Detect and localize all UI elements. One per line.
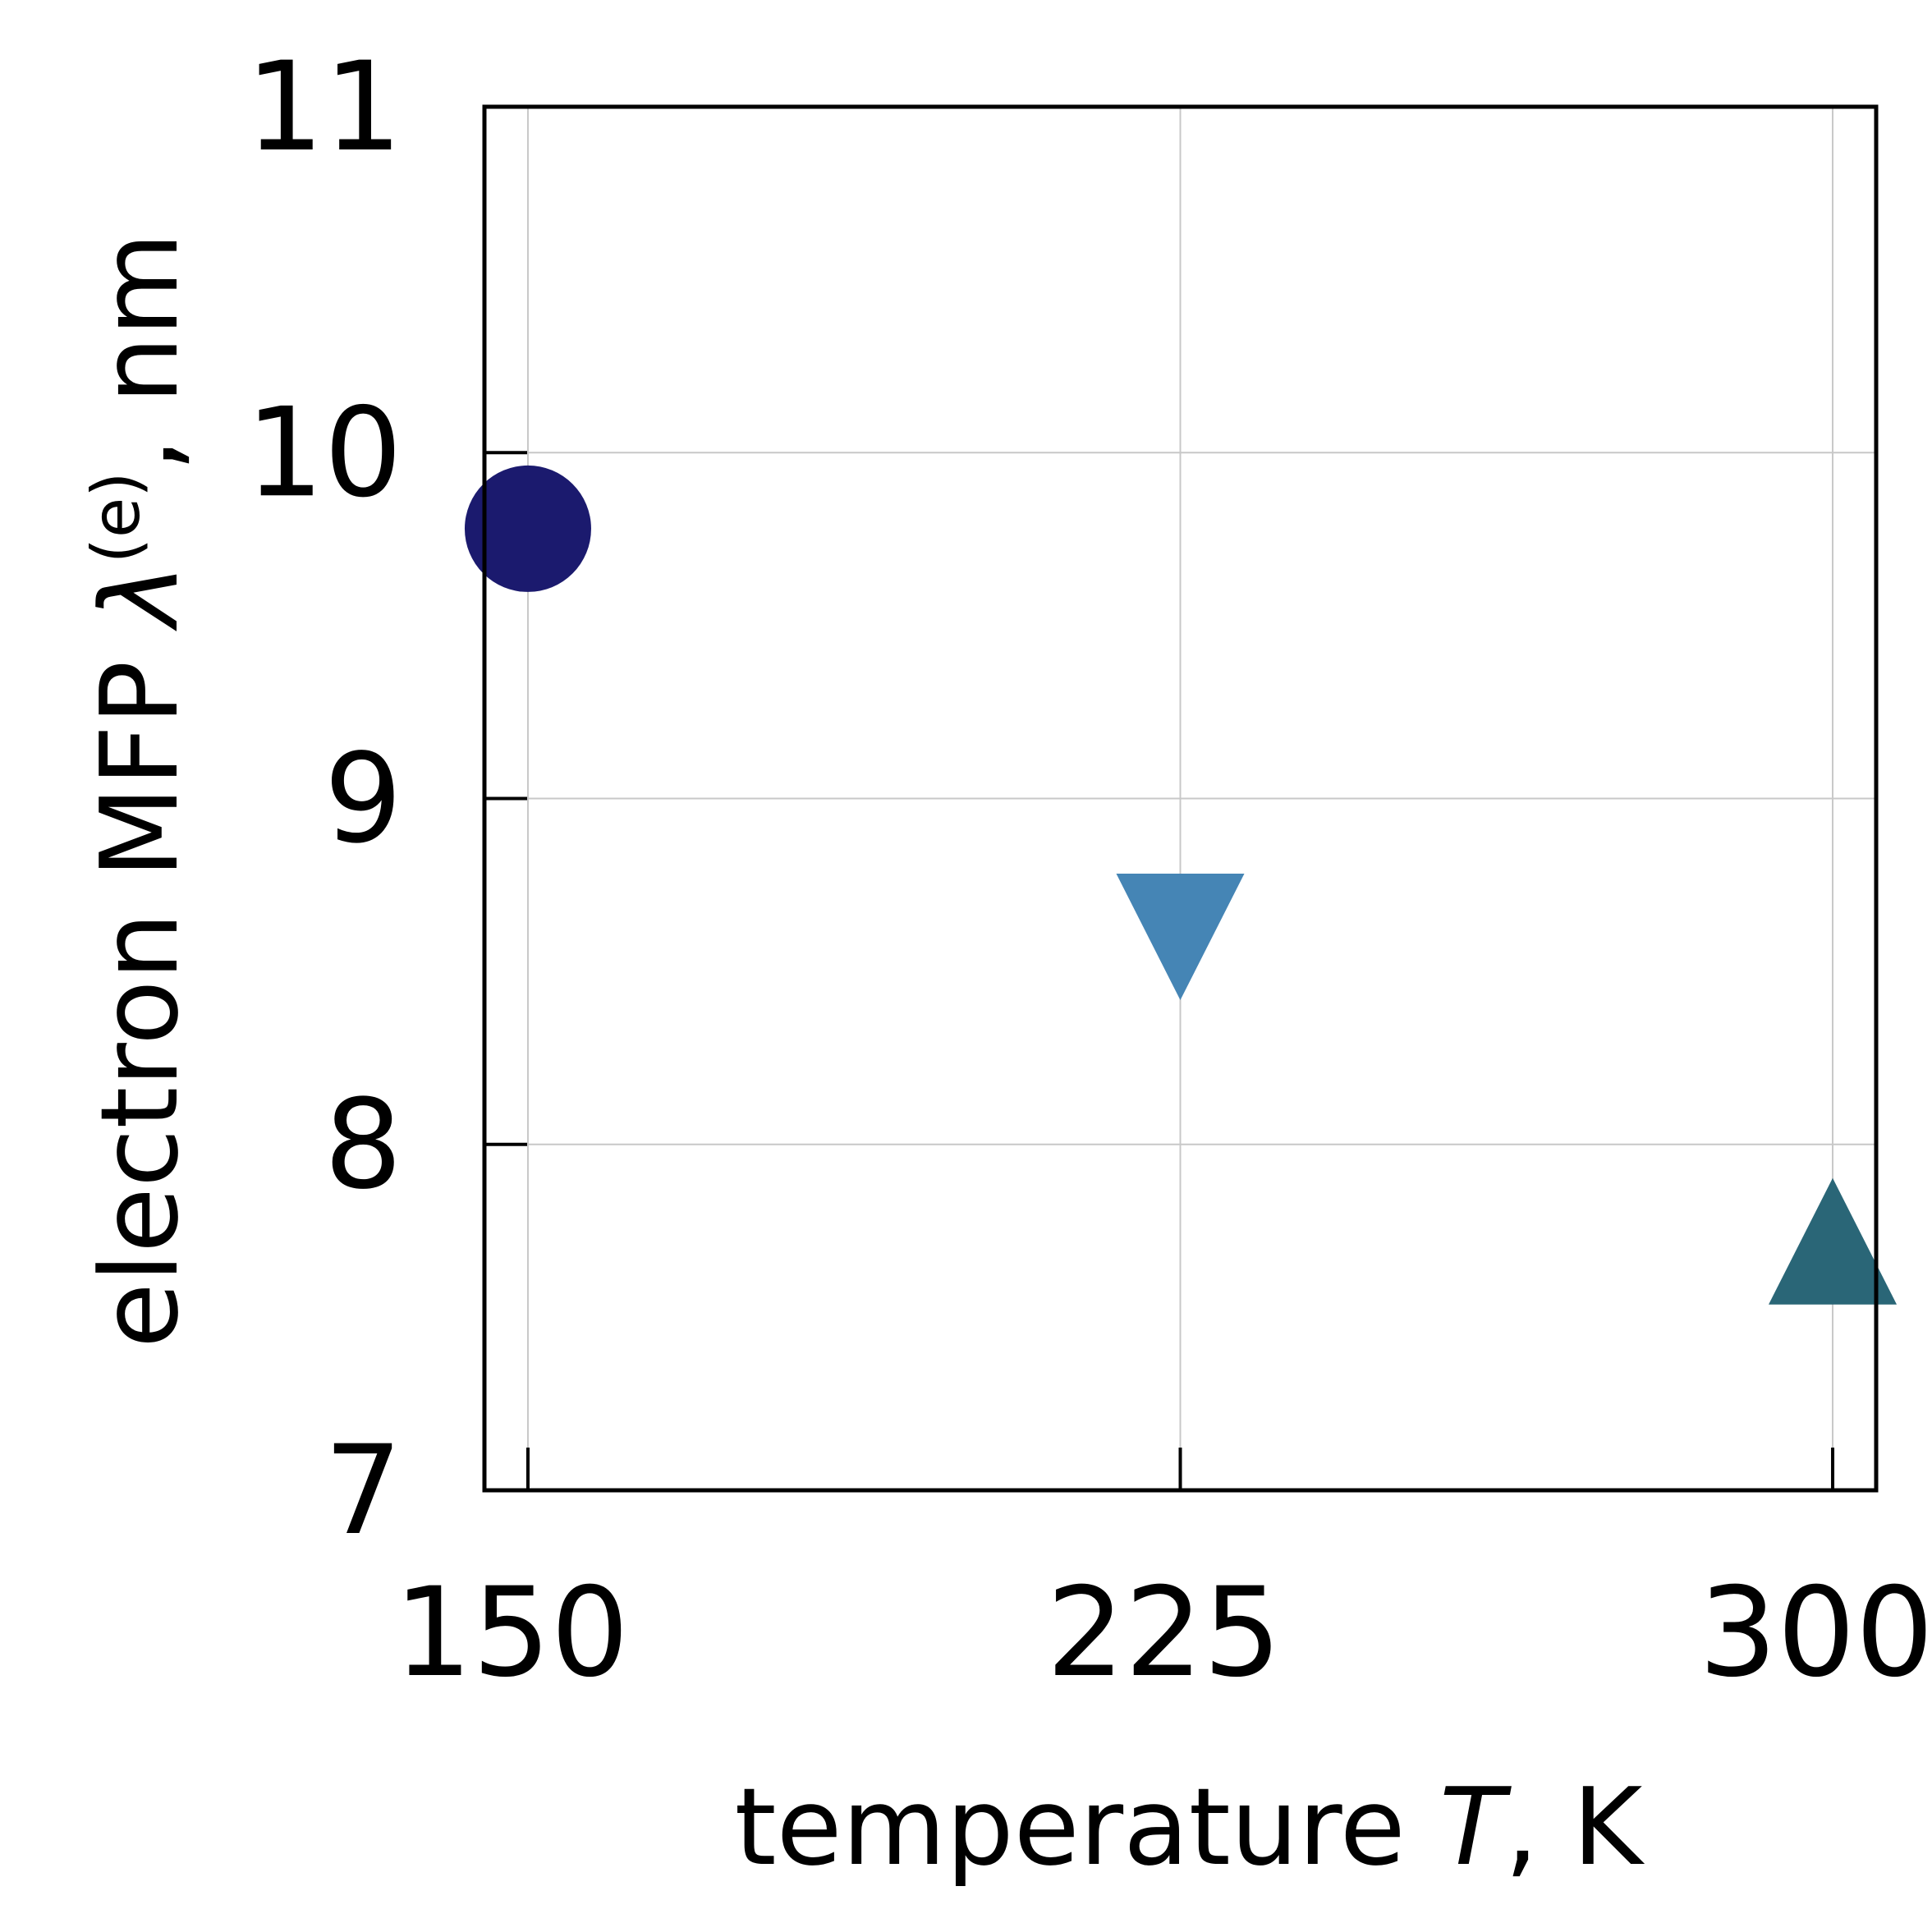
data-point-triangle-down (1116, 874, 1245, 1000)
x-tick-label: 150 (394, 1562, 629, 1705)
x-axis-label-unit: , K (1504, 1765, 1645, 1889)
data-point-triangle-up (1769, 1177, 1898, 1305)
x-tick-label: 300 (1699, 1562, 1932, 1705)
y-axis-label-prefix: electron MFP (77, 626, 202, 1348)
x-tick-label: 225 (1046, 1562, 1281, 1705)
y-tick-label: 7 (324, 1420, 402, 1563)
data-point-circle (464, 465, 591, 592)
x-axis-label-symbol: T (1439, 1765, 1512, 1889)
y-axis-label-symbol: λ (77, 563, 202, 631)
y-tick-label: 11 (246, 36, 402, 179)
x-axis-label: temperature T, K (735, 1765, 1645, 1889)
ticks: 7 8 9 10 11 150 225 300 (246, 36, 1932, 1705)
y-tick-label: 8 (324, 1074, 402, 1217)
y-tick-label: 9 (324, 728, 402, 871)
grid (484, 107, 1876, 1490)
y-axis-label-unit: , nm (77, 232, 202, 472)
y-axis-label-superscript: (e) (78, 472, 154, 564)
data-points (464, 465, 1898, 1305)
x-axis-label-prefix: temperature (735, 1765, 1439, 1889)
y-axis-label: electron MFP λ(e), nm (77, 232, 202, 1348)
y-tick-label: 10 (246, 382, 402, 525)
